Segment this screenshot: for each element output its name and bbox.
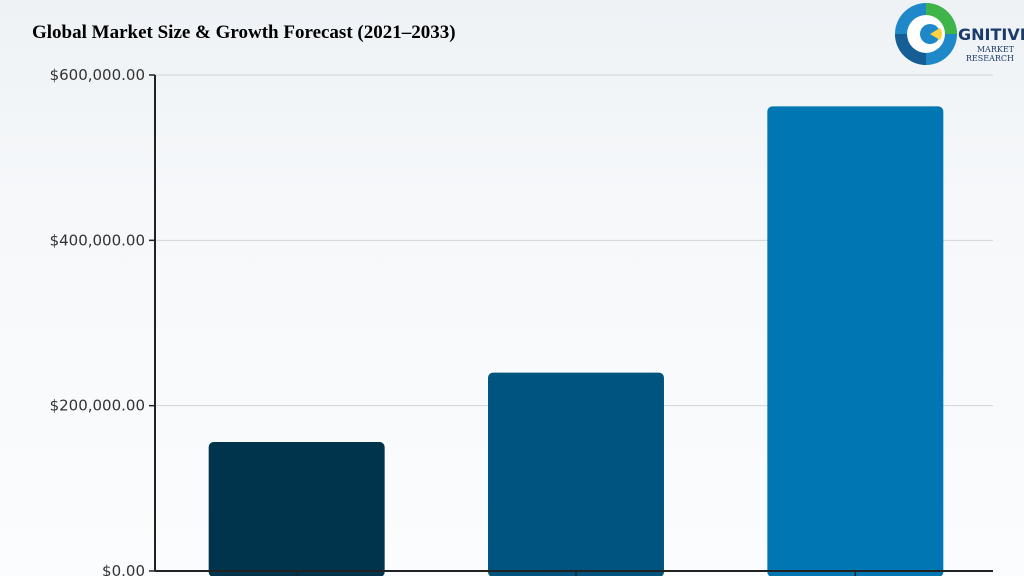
chart-title: Global Market Size & Growth Forecast (20… <box>32 22 456 43</box>
logo-text-market: MARKET <box>977 45 1015 54</box>
logo-text-main: GNITIVE <box>958 25 1024 44</box>
bar-3 <box>767 106 944 576</box>
y-tick-label: $400,000.00 <box>50 231 145 249</box>
company-logo: GNITIVE MARKET RESEARCH <box>895 3 1024 65</box>
bar-2 <box>488 372 664 576</box>
y-tick-label: $0.00 <box>102 562 145 576</box>
bars <box>208 106 944 576</box>
axes <box>154 75 993 576</box>
y-tick-label: $200,000.00 <box>50 397 145 415</box>
y-tick-label: $600,000.00 <box>50 66 145 84</box>
y-tick-labels: $0.00 $200,000.00 $400,000.00 $600,000.00 <box>50 66 145 576</box>
bar-1 <box>208 442 385 576</box>
logo-text-research: RESEARCH <box>966 54 1014 63</box>
